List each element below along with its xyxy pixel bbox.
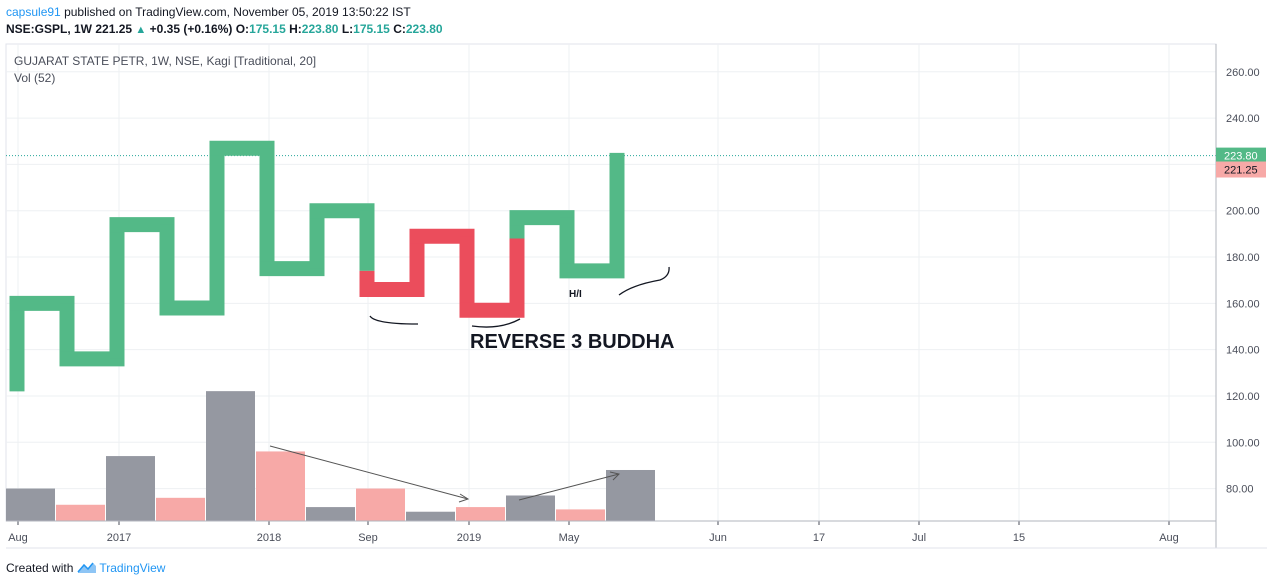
open-value: 175.15 xyxy=(249,22,286,36)
volume-bar xyxy=(106,456,155,521)
x-tick-label: Sep xyxy=(358,532,378,544)
price-change: +0.35 (+0.16%) xyxy=(149,22,233,36)
x-tick-label: 15 xyxy=(1013,532,1025,544)
x-tick-label: Jun xyxy=(709,532,727,544)
axes: 80.00 100.00 120.00 140.00 160.00 180.00 200.0… xyxy=(6,44,1267,549)
x-tick-label: 2019 xyxy=(457,532,481,544)
y-tick-label: 80.00 xyxy=(1226,484,1254,496)
plot-frame xyxy=(5,43,1217,522)
close-label: C: xyxy=(393,22,406,36)
y-tick-label: 260.00 xyxy=(1226,67,1260,79)
volume-bar xyxy=(56,504,105,521)
x-tick-label: Jul xyxy=(912,532,926,544)
y-tick-label: 160.00 xyxy=(1226,298,1260,310)
volume-bars xyxy=(6,391,655,521)
publish-info: capsule91 published on TradingView.com, … xyxy=(6,5,411,19)
close-value: 223.80 xyxy=(405,22,443,36)
x-tick-label: 2018 xyxy=(257,532,281,544)
price-label-text: 221.25 xyxy=(1224,165,1258,177)
volume-bar xyxy=(6,488,55,521)
price-label-box xyxy=(1216,147,1266,164)
brand-name: TradingView xyxy=(99,561,166,575)
volume-trend-arrow-down xyxy=(269,445,469,500)
volume-bar xyxy=(456,507,505,521)
symbol-info: NSE:GSPL, 1W 221.25 ▲ +0.35 (+0.16%) O:1… xyxy=(6,22,443,36)
volume-legend: Vol (52) xyxy=(14,71,55,85)
smile-curve-right xyxy=(618,266,670,296)
tradingview-logo-icon xyxy=(77,562,97,573)
high-value: 223.80 xyxy=(301,22,339,36)
volume-bar xyxy=(556,509,605,521)
x-tick-label: Aug xyxy=(8,532,28,544)
y-tick-label: 100.00 xyxy=(1226,437,1260,449)
hi-annotation: H/I xyxy=(569,289,582,300)
volume-trend-arrow-up xyxy=(518,473,620,501)
triangle-up-icon: ▲ xyxy=(135,24,147,36)
volume-bar xyxy=(506,495,555,521)
pattern-annotation: REVERSE 3 BUDDHA xyxy=(470,331,674,353)
published-text: published on TradingView.com, November 0… xyxy=(64,5,411,19)
volume-bar xyxy=(356,488,405,521)
smile-curve-left xyxy=(369,315,419,325)
created-with-text: Created with xyxy=(6,561,74,575)
last-price: 221.25 xyxy=(95,22,133,36)
symbol-label: NSE:GSPL, 1W xyxy=(6,22,93,36)
volume-bar xyxy=(206,391,255,521)
volume-bar xyxy=(406,511,455,521)
x-tick-label: May xyxy=(559,532,580,544)
y-tick-label: 180.00 xyxy=(1226,252,1260,264)
x-tick-label: 2017 xyxy=(107,532,131,544)
smile-curve-mid xyxy=(471,318,521,328)
price-label-text: 223.80 xyxy=(1224,151,1258,163)
volume-bar xyxy=(156,497,205,521)
y-tick-label: 200.00 xyxy=(1226,206,1260,218)
x-tick-label: 17 xyxy=(813,532,825,544)
kagi-lines xyxy=(9,140,625,392)
author-link[interactable]: capsule91 xyxy=(6,5,61,19)
footer: Created with TradingView xyxy=(6,561,165,575)
high-label: H: xyxy=(289,22,302,36)
x-tick-label: Aug xyxy=(1159,532,1179,544)
y-tick-label: 240.00 xyxy=(1226,113,1260,125)
tradingview-brand[interactable]: TradingView xyxy=(77,561,165,575)
low-value: 175.15 xyxy=(353,22,390,36)
volume-bar xyxy=(606,469,655,521)
grid xyxy=(5,43,1217,522)
y-tick-label: 120.00 xyxy=(1226,391,1260,403)
drawings xyxy=(269,266,670,503)
arrow-head-icon xyxy=(609,471,620,481)
chart-title: GUJARAT STATE PETR, 1W, NSE, Kagi [Tradi… xyxy=(14,54,316,68)
open-label: O: xyxy=(235,22,250,36)
volume-bar xyxy=(306,507,355,521)
price-label-box xyxy=(1216,161,1266,178)
volume-bar xyxy=(256,451,305,521)
low-label: L: xyxy=(341,22,354,36)
arrow-head-icon xyxy=(458,493,470,503)
y-tick-label: 140.00 xyxy=(1226,345,1260,357)
